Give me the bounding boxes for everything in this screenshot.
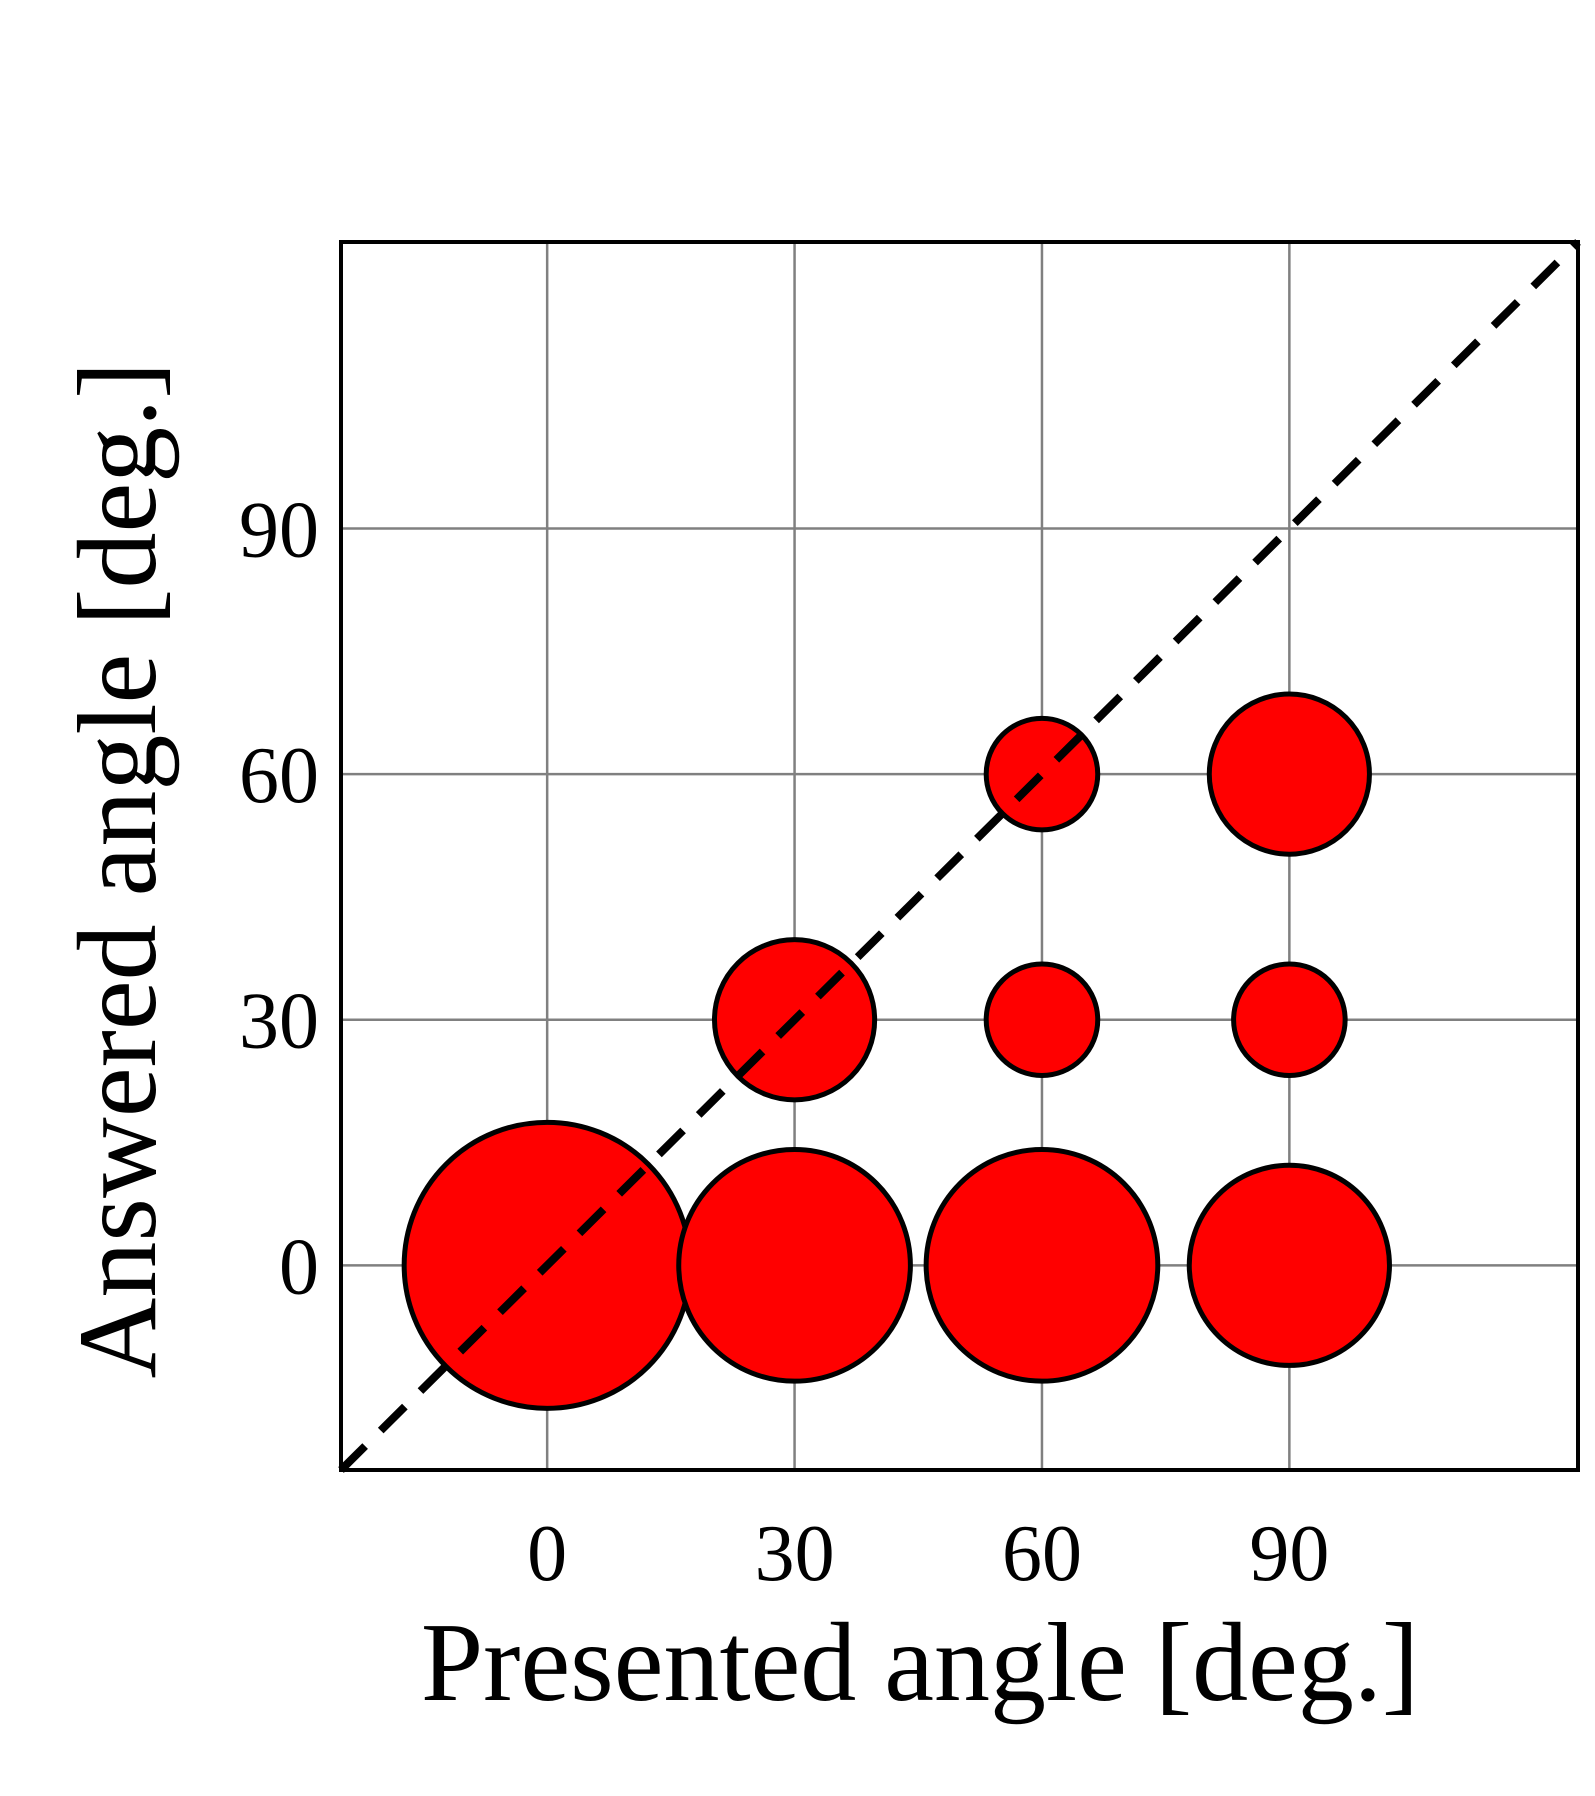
bubble-90-60 <box>1206 691 1372 857</box>
y-tick-label-0: 0 <box>279 1223 319 1311</box>
x-tick-label-30: 30 <box>755 1510 835 1598</box>
bubble-90-30 <box>1231 961 1348 1079</box>
bubble-60-60 <box>983 715 1101 833</box>
bubbles <box>401 691 1392 1411</box>
x-tick-label-90: 90 <box>1249 1510 1329 1598</box>
y-tick-label-60: 60 <box>239 732 319 820</box>
bubble-60-0 <box>923 1147 1161 1384</box>
bubble-60-30 <box>983 961 1101 1079</box>
y-tick-labels: 0 30 60 90 <box>239 487 319 1312</box>
plot-frame <box>339 240 1580 1472</box>
y-axis-title: Answered angle [deg.] <box>56 362 180 1379</box>
x-axis-title: Presented angle [deg.] <box>421 1601 1419 1725</box>
x-tick-label-60: 60 <box>1002 1510 1082 1598</box>
identity-reference-line <box>338 239 1581 1473</box>
x-tick-labels: 0 30 60 90 <box>527 1510 1329 1598</box>
x-tick-label-0: 0 <box>527 1510 567 1598</box>
bubble-90-0 <box>1186 1162 1392 1368</box>
bubble-30-0 <box>676 1147 913 1384</box>
y-tick-label-30: 30 <box>239 978 319 1066</box>
y-tick-label-90: 90 <box>239 487 319 575</box>
